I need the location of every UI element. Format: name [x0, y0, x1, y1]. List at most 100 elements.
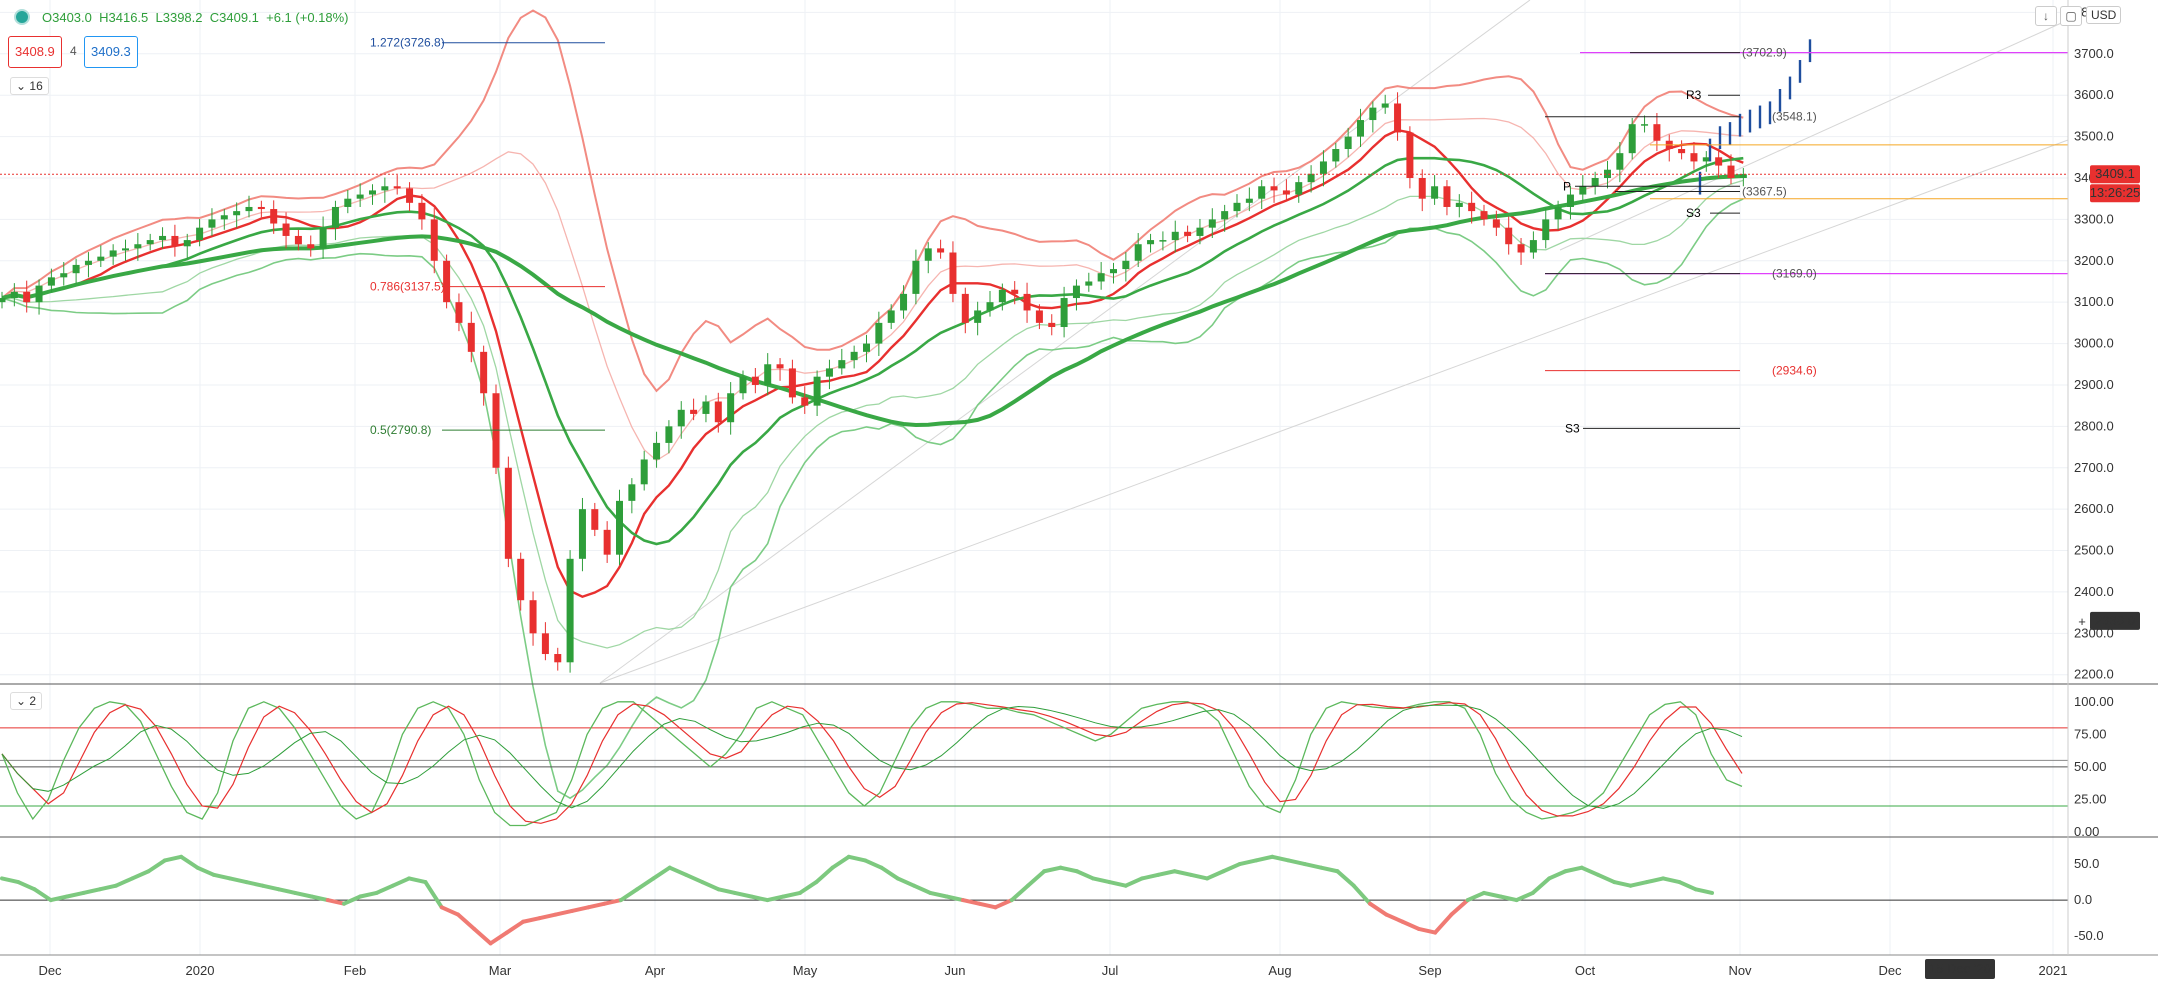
candle-body: [702, 401, 710, 414]
candle-body: [900, 293, 908, 311]
candle-body: [1628, 124, 1636, 154]
candle-body: [1566, 194, 1574, 207]
high-value: H3416.5: [99, 10, 149, 25]
candle-body: [455, 302, 463, 323]
candle-body: [1616, 153, 1624, 170]
candle-body: [603, 529, 611, 555]
osc-segment: [960, 898, 982, 906]
osc-segment: [635, 876, 656, 892]
candle-body: [1480, 211, 1488, 220]
ohlc-legend: O3403.0 H3416.5 L3398.2 C3409.1 +6.1 (+0…: [42, 10, 349, 25]
candle-body: [1048, 322, 1056, 328]
candles-group: [0, 39, 1812, 673]
osc-segment: [1286, 858, 1307, 867]
crosshair-icon: +: [2078, 614, 2086, 629]
candle-body: [566, 558, 574, 663]
candle-body: [1653, 124, 1661, 141]
osc-segment: [1547, 869, 1568, 881]
symbol-status-icon[interactable]: [14, 9, 30, 28]
candle-body: [1739, 174, 1747, 178]
candle-body: [196, 227, 204, 241]
close-value: C3409.1: [209, 10, 259, 25]
osc-segment: [1026, 869, 1047, 888]
y-tick-label: 2600.0: [2074, 501, 2114, 516]
low-value: L3398.2: [155, 10, 203, 25]
osc-segment: [146, 858, 167, 874]
osc-segment: [912, 883, 933, 895]
candle-body: [1591, 177, 1599, 187]
pivot-label: (3702.9): [1742, 46, 1787, 60]
currency-label[interactable]: USD: [2086, 6, 2122, 24]
indicator-bands: [1, 0, 2069, 800]
osc-segment: [1465, 890, 1486, 903]
pane-indicators-toggle[interactable]: ⌄ 2: [10, 692, 43, 710]
osc-segment: [244, 880, 265, 888]
x-tick-label: Mar: [489, 963, 512, 978]
osc-segment: [456, 912, 477, 931]
last-price-tag: 3409.1: [2095, 166, 2135, 181]
candle-body: [430, 219, 438, 261]
osc-segment: [1221, 862, 1242, 874]
y-tick-label: 3500.0: [2074, 129, 2114, 144]
candle-body: [418, 202, 426, 220]
sell-button[interactable]: 3408.9: [8, 36, 62, 68]
osc-segment: [81, 887, 102, 895]
osc-segment: [1433, 912, 1454, 935]
osc-segment: [1205, 869, 1226, 881]
osc-segment: [1107, 880, 1128, 888]
candle-body: [344, 198, 352, 207]
candle-body: [233, 211, 241, 216]
buy-button[interactable]: 3409.3: [84, 36, 138, 68]
trend-channel-line: [1559, 19, 2069, 251]
candle-body: [653, 442, 661, 460]
x-tick-label: Jun: [945, 963, 966, 978]
candle-body: [1579, 186, 1587, 195]
candle-body: [1431, 186, 1439, 199]
candle-body: [208, 219, 216, 228]
osc-segment: [1172, 869, 1193, 877]
candle-body: [1468, 202, 1476, 212]
osc-y-tick-label: 0.0: [2074, 892, 2092, 907]
candle-body: [1208, 219, 1216, 228]
fullscreen-icon[interactable]: ▢: [2060, 6, 2082, 26]
candle-body: [1505, 227, 1513, 245]
osc-segment: [944, 894, 965, 903]
indicators-toggle[interactable]: ⌄ 16: [10, 77, 49, 95]
crosshair-price-tag: 2330.0: [2095, 613, 2135, 628]
pivot-label: S3: [1565, 421, 1580, 435]
osc-segment: [16, 880, 37, 892]
osc-segment: [1400, 919, 1421, 931]
lower-band: [1, 198, 1744, 800]
osc-segment: [1270, 854, 1291, 863]
candle-body: [443, 260, 451, 303]
x-tick-label: Oct: [1575, 963, 1596, 978]
candle-body: [1443, 186, 1451, 207]
ask-price: 3409.3: [91, 44, 131, 59]
bid-price: 3408.9: [15, 44, 55, 59]
osc-segment: [618, 887, 640, 903]
download-icon[interactable]: ↓: [2035, 6, 2057, 26]
candle-body: [863, 343, 870, 352]
osc-segment: [1042, 865, 1063, 874]
osc-segment: [195, 865, 216, 877]
osc-segment: [879, 865, 900, 881]
candle-body: [764, 364, 772, 385]
candle-body: [751, 376, 759, 385]
candle-body: [1023, 293, 1031, 311]
osc-segment: [1335, 869, 1356, 888]
x-tick-label: Feb: [344, 963, 366, 978]
osc-segment: [830, 854, 851, 870]
osc-segment: [781, 890, 802, 899]
osc-segment: [1482, 890, 1503, 899]
candle-body: [369, 190, 376, 195]
candle-body: [356, 194, 364, 199]
candle-body: [122, 248, 129, 251]
candle-body: [1604, 169, 1611, 178]
candle-body: [665, 426, 673, 443]
candle-body: [541, 633, 549, 655]
osc-segment: [1693, 887, 1714, 895]
stoch-y-tick-label: 100.00: [2074, 694, 2114, 709]
osc-segment: [1579, 865, 1600, 877]
candle-body: [838, 360, 846, 369]
